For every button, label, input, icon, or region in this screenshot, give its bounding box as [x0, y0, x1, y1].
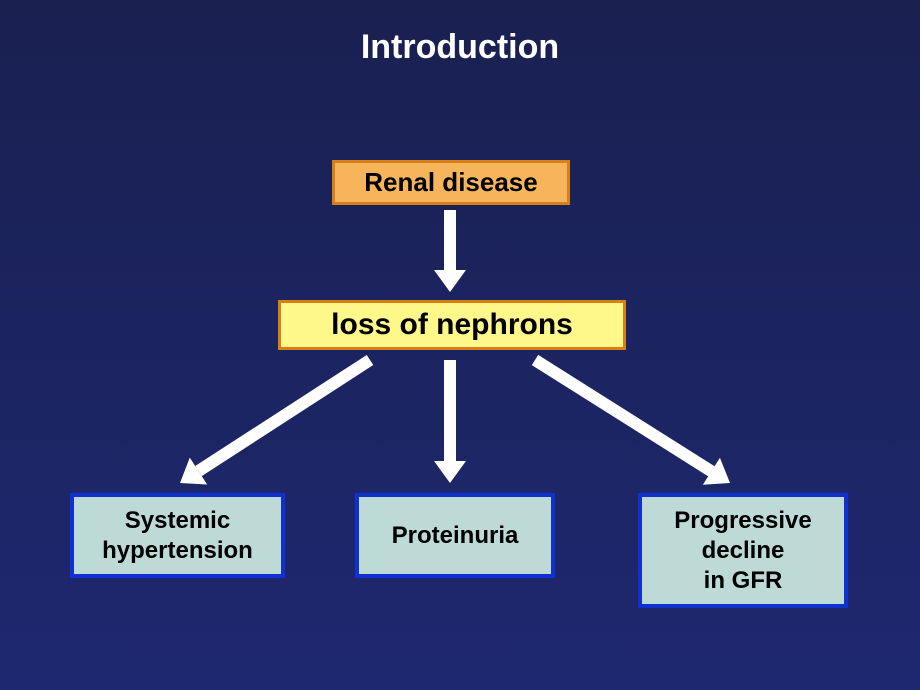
arrows-layer [0, 0, 920, 690]
